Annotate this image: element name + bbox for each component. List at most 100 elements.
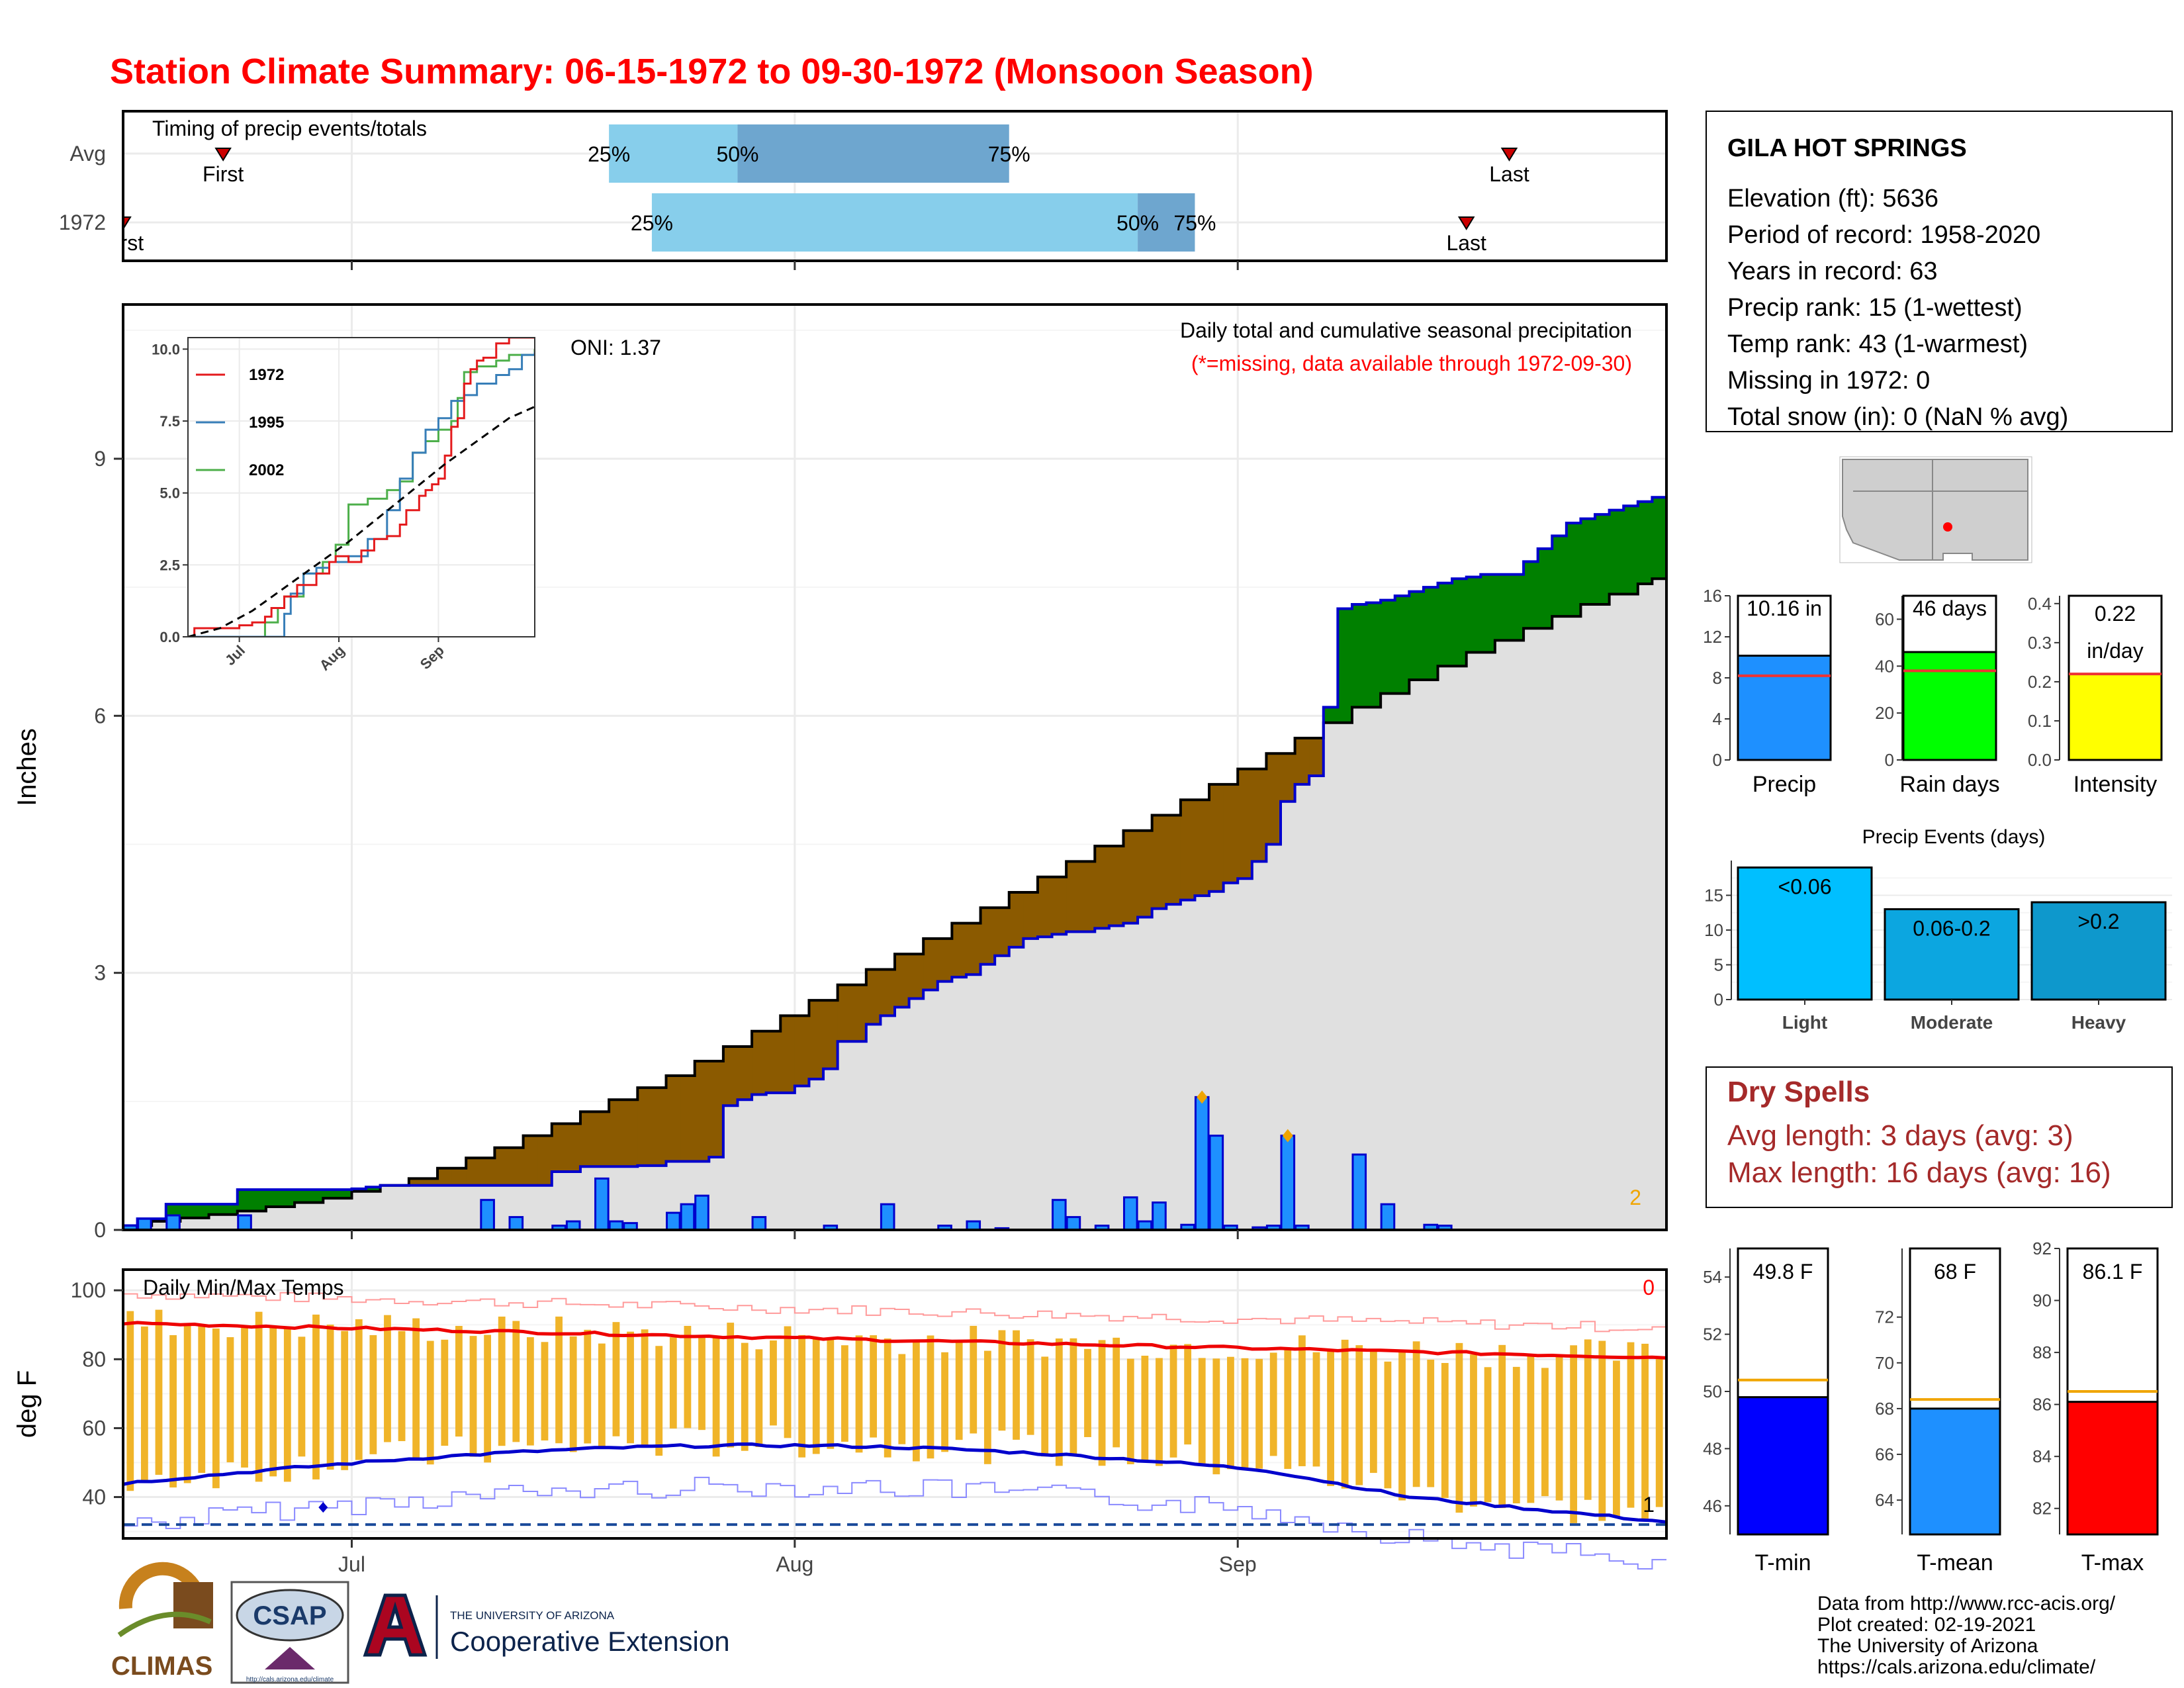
ua-logo-small-text: THE UNIVERSITY OF ARIZONA — [450, 1609, 615, 1622]
locator-map — [1839, 456, 2032, 563]
surplus-area — [308, 1190, 324, 1203]
summary-y-tick-label: 40 — [1875, 656, 1894, 676]
surplus-area — [1452, 579, 1467, 667]
temp-summary-bars: 46 48 50 52 54 49.8 F T-min 64 66 68 70 72 68 F T-mea… — [1703, 1239, 2159, 1575]
ua-logo-coop-text: Cooperative Extension — [450, 1626, 730, 1657]
timing-bar-q2 — [737, 124, 1009, 183]
temps-daily-range-bar — [484, 1335, 492, 1463]
summary-value-bar — [1737, 655, 1832, 761]
daily-precip-bar — [1122, 1196, 1138, 1231]
deficit-area — [1180, 800, 1196, 900]
surplus-area — [1637, 501, 1653, 584]
temp-summary-y-tick-label: 88 — [2032, 1342, 2052, 1362]
temps-daily-range-bar — [412, 1318, 420, 1459]
temps-daily-range-bar — [469, 1336, 477, 1457]
cumulative-1972-line — [123, 496, 1666, 1227]
temps-daily-range-bar — [1327, 1349, 1334, 1486]
timing-label-25: 25% — [588, 142, 630, 166]
deficit-area — [494, 1147, 510, 1186]
summary-y-tick-label: 12 — [1703, 627, 1722, 647]
deficit-area — [666, 1076, 681, 1162]
map-newmexico-shape — [1932, 459, 2028, 561]
csap-logo-cloud — [236, 1589, 344, 1642]
daily-precip-bar — [137, 1217, 152, 1231]
temps-daily-range-bar — [1541, 1368, 1549, 1497]
temps-daily-range-bar — [441, 1339, 449, 1446]
surplus-area — [1623, 506, 1639, 594]
station-line-missing: Missing in 1972: 0 — [1727, 367, 1930, 395]
timing-title: Timing of precip events/totals — [152, 117, 427, 140]
daily-precip-bar — [1208, 1135, 1224, 1231]
temps-daily-range-bar — [1255, 1358, 1263, 1469]
deficit-area — [852, 984, 867, 1042]
deficit-area — [923, 938, 938, 990]
daily-precip-bar — [508, 1216, 524, 1231]
deficit-area — [680, 1076, 696, 1162]
surplus-area — [180, 1204, 195, 1218]
deficit-area — [1080, 861, 1095, 932]
temps-daily-range-bar — [512, 1321, 520, 1442]
temps-y-tick-label: 100 — [71, 1278, 106, 1302]
timing-last-label: Last — [1446, 231, 1486, 255]
timing-bar-q1 — [651, 193, 1138, 252]
deficit-area — [594, 1111, 610, 1167]
temp-summary-y-tick-label: 50 — [1703, 1382, 1722, 1401]
deficit-area — [780, 1015, 796, 1093]
temp-summary-y-tick-label: 52 — [1703, 1325, 1722, 1344]
deficit-area — [1209, 784, 1224, 892]
precip-y-label: Inches — [13, 728, 42, 806]
timing-bar-q2 — [1138, 193, 1195, 252]
deficit-area — [866, 969, 882, 1025]
temp-summary-y-tick-label: 72 — [1875, 1307, 1894, 1327]
deficit-area — [1066, 861, 1081, 932]
timing-row-avg-label: Avg — [69, 142, 106, 165]
temps-daily-range-bar — [1441, 1363, 1449, 1498]
temps-daily-range-bar — [1169, 1344, 1177, 1458]
temps-daily-range-bar — [812, 1337, 820, 1454]
surplus-area — [1338, 608, 1353, 723]
temps-daily-range-bar — [1141, 1356, 1149, 1463]
temps-daily-range-bar — [1427, 1359, 1435, 1487]
precip-frame — [122, 303, 1668, 1231]
surplus-area — [1480, 574, 1496, 653]
temps-daily-range-bar — [255, 1311, 263, 1482]
temps-daily-range-bar — [998, 1330, 1006, 1431]
temps-record-max-line — [123, 1291, 1666, 1333]
temps-daily-range-bar — [841, 1345, 848, 1442]
deficit-area — [537, 1135, 553, 1186]
events-bar — [1884, 908, 2020, 1001]
surplus-area — [1381, 600, 1396, 694]
deficit-area — [809, 1000, 824, 1080]
temps-daily-range-bar — [1284, 1348, 1292, 1470]
dry-spells-box: Dry Spells Avg length: 3 days (avg: 3) M… — [1706, 1066, 2173, 1208]
temp-summary-value-bar — [1737, 1396, 1829, 1536]
timing-last-label: Last — [1489, 162, 1529, 186]
deficit-area — [723, 1046, 739, 1106]
timing-row-1972-label: 1972 — [59, 211, 106, 234]
inset-line-1995 — [188, 352, 535, 637]
temps-daily-range-bar — [1241, 1358, 1249, 1471]
temps-daily-range-bar — [1013, 1330, 1020, 1440]
surplus-area — [1524, 561, 1539, 629]
surplus-area — [1537, 548, 1553, 629]
temps-y-axis: 40 60 80 100 — [71, 1278, 123, 1509]
temps-daily-range-bar — [698, 1335, 705, 1430]
csap-logo-mountain — [265, 1647, 315, 1669]
temps-daily-range-bar — [669, 1337, 677, 1429]
temps-daily-range-bar — [126, 1311, 134, 1491]
temps-daily-range-bar — [1627, 1342, 1635, 1508]
temps-daily-range-bar — [1084, 1348, 1091, 1437]
deficit-area — [480, 1158, 496, 1186]
temps-daily-range-bar — [1369, 1350, 1377, 1474]
temps-daily-range-bar — [741, 1342, 749, 1451]
temps-daily-range-bar — [1055, 1338, 1063, 1466]
summary-bar-name: Precip — [1752, 772, 1816, 797]
daily-precip-bar — [1380, 1203, 1396, 1231]
csap-logo-text: CSAP — [253, 1601, 326, 1630]
summary-bar-name: Rain days — [1899, 772, 1999, 797]
temps-daily-range-bar — [1269, 1352, 1277, 1456]
temps-daily-range-bar — [912, 1340, 920, 1462]
temps-daily-range-bar — [1641, 1343, 1649, 1519]
temp-summary-y-tick-label: 92 — [2032, 1239, 2052, 1258]
temps-daily-range-bar — [927, 1335, 934, 1459]
